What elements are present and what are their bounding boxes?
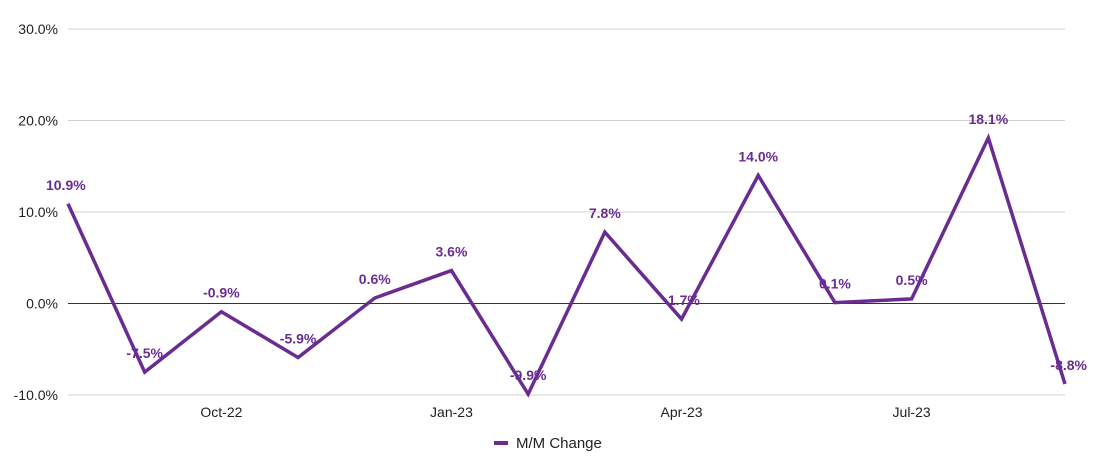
legend-swatch xyxy=(494,441,508,445)
data-label: -1.7% xyxy=(663,292,700,308)
series-line-mm-change xyxy=(66,133,1067,398)
y-tick-label: -10.0% xyxy=(14,387,58,403)
gridlines xyxy=(68,28,1065,396)
data-label: 0.1% xyxy=(819,276,851,292)
data-label: -0.9% xyxy=(203,285,240,301)
x-axis-tick-labels: Oct-22 Jan-23 Apr-23 Jul-23 xyxy=(200,404,931,420)
data-label: 14.0% xyxy=(738,148,778,164)
data-label: -9.9% xyxy=(510,367,547,383)
legend-label: M/M Change xyxy=(516,435,602,452)
x-tick-label: Jul-23 xyxy=(893,404,931,420)
data-label: 18.1% xyxy=(968,111,1008,127)
data-label: 0.6% xyxy=(359,271,391,287)
data-label: -8.8% xyxy=(1050,357,1087,373)
data-label: 10.9% xyxy=(46,177,86,193)
x-tick-label: Apr-23 xyxy=(661,404,703,420)
data-label: 0.5% xyxy=(896,272,928,288)
y-axis-tick-labels: 30.0% 20.0% 10.0% 0.0% -10.0% xyxy=(14,21,58,403)
data-labels: 10.9% -7.5% -0.9% -5.9% 0.6% 3.6% -9.9% 7.8% -1.… xyxy=(46,111,1088,383)
data-label: 3.6% xyxy=(436,244,468,260)
y-tick-label: 20.0% xyxy=(18,113,58,129)
data-label: -7.5% xyxy=(126,345,163,361)
y-tick-label: 0.0% xyxy=(26,296,58,312)
data-label: 7.8% xyxy=(589,205,621,221)
x-tick-label: Jan-23 xyxy=(430,404,473,420)
x-tick-label: Oct-22 xyxy=(200,404,242,420)
series-lines xyxy=(66,133,1067,398)
y-tick-label: 30.0% xyxy=(18,21,58,37)
data-label: -5.9% xyxy=(280,330,317,346)
legend: M/M Change xyxy=(494,435,602,452)
y-tick-label: 10.0% xyxy=(18,204,58,220)
